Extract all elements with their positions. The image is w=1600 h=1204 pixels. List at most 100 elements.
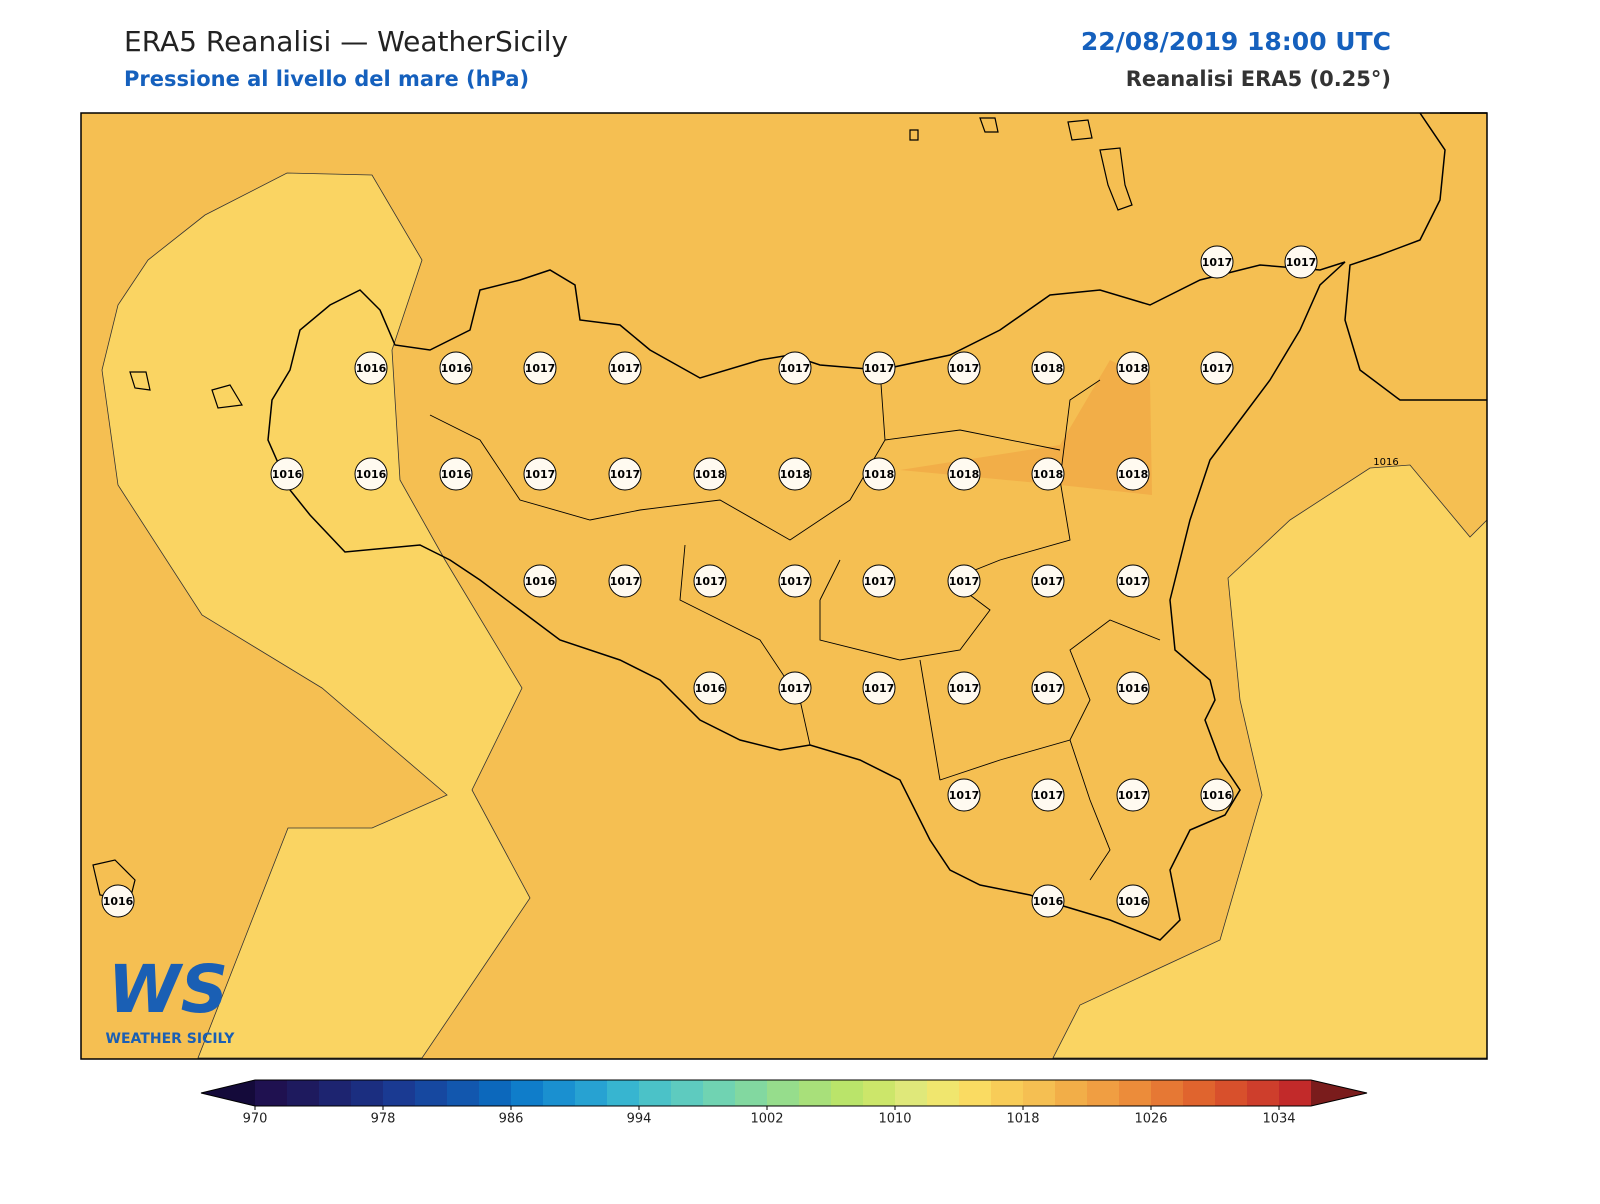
station-marker: [1031, 457, 1065, 491]
station-value: 1017: [1033, 575, 1064, 588]
station-marker: [1116, 564, 1150, 598]
station-marker: [1031, 351, 1065, 385]
station: 1017: [1116, 564, 1150, 598]
colorbar-tick-label: 1026: [1134, 1112, 1167, 1127]
colorbar-tick-label: 978: [371, 1112, 396, 1127]
colorbar-segment: [319, 1080, 352, 1106]
station-marker: [947, 778, 981, 812]
colorbar-segment: [895, 1080, 928, 1106]
colorbar-segment: [735, 1080, 768, 1106]
low-pressure-area: [101, 172, 531, 1059]
station: 1017: [947, 671, 981, 705]
station-value: 1017: [1033, 789, 1064, 802]
map: 1016 WS WEATHER SICILY 1017 1017 1016 1016 1…: [80, 112, 1488, 1060]
colorbar-segment: [767, 1080, 800, 1106]
station-marker: [608, 457, 642, 491]
station-marker: [101, 884, 135, 918]
colorbar-tick-label: 994: [627, 1112, 652, 1127]
colorbar-segment: [1247, 1080, 1280, 1106]
station-value: 1018: [949, 468, 980, 481]
station: 1017: [778, 564, 812, 598]
colorbar-tick-label: 1018: [1006, 1112, 1039, 1127]
station-marker: [1031, 778, 1065, 812]
station: 1018: [947, 457, 981, 491]
station-marker: [354, 457, 388, 491]
station: 1016: [523, 564, 557, 598]
station-value: 1017: [949, 575, 980, 588]
station-value: 1017: [864, 362, 895, 375]
station-marker: [439, 351, 473, 385]
station: 1018: [862, 457, 896, 491]
station: 1016: [1116, 671, 1150, 705]
station-value: 1016: [1118, 895, 1149, 908]
colorbar-segment: [703, 1080, 736, 1106]
station-marker: [1116, 457, 1150, 491]
date: 22/08/2019 18:00 UTC: [1081, 27, 1391, 56]
colorbar-segment: [927, 1080, 960, 1106]
station: 1017: [1284, 245, 1318, 279]
colorbar-segment: [831, 1080, 864, 1106]
station: 1017: [862, 564, 896, 598]
colorbar-tick-label: 1010: [878, 1112, 911, 1127]
station-marker: [693, 457, 727, 491]
colorbar-tick-label: 1002: [750, 1112, 783, 1127]
station: 1017: [693, 564, 727, 598]
colorbar-segment: [479, 1080, 512, 1106]
station: 1016: [1200, 778, 1234, 812]
station-value: 1017: [1118, 789, 1149, 802]
station-marker: [523, 351, 557, 385]
colorbar-segment: [255, 1080, 288, 1106]
station: 1017: [523, 457, 557, 491]
station: 1017: [947, 778, 981, 812]
station-value: 1016: [1202, 789, 1233, 802]
station-marker: [1116, 884, 1150, 918]
station: 1017: [1031, 671, 1065, 705]
station-marker: [270, 457, 304, 491]
station: 1017: [1200, 245, 1234, 279]
coastline: [267, 261, 1346, 941]
station: 1016: [1116, 884, 1150, 918]
station: 1017: [947, 564, 981, 598]
colorbar-segment: [287, 1080, 320, 1106]
station: 1018: [1116, 457, 1150, 491]
station-value: 1017: [610, 575, 641, 588]
islands: [92, 117, 1133, 901]
colorbar-tick-label: 986: [499, 1112, 524, 1127]
colorbar-segment: [607, 1080, 640, 1106]
station-value: 1018: [1118, 468, 1149, 481]
station-marker: [778, 457, 812, 491]
colorbar-segment: [351, 1080, 384, 1106]
colorbar-segment: [543, 1080, 576, 1106]
colorbar-segment: [1119, 1080, 1152, 1106]
station: 1017: [523, 351, 557, 385]
station: 1017: [608, 351, 642, 385]
station-value: 1016: [441, 468, 472, 481]
station: 1017: [862, 351, 896, 385]
colorbar-segment: [671, 1080, 704, 1106]
station: 1018: [1031, 351, 1065, 385]
station-value: 1016: [525, 575, 556, 588]
station: 1016: [354, 351, 388, 385]
station-value: 1017: [1286, 256, 1317, 269]
station: 1016: [101, 884, 135, 918]
colorbar-under: [201, 1080, 255, 1106]
station-marker: [693, 671, 727, 705]
station-value: 1017: [949, 789, 980, 802]
station: 1016: [693, 671, 727, 705]
station-marker: [1116, 671, 1150, 705]
colorbar-segment: [1151, 1080, 1184, 1106]
station-value: 1017: [949, 362, 980, 375]
station-value: 1017: [525, 468, 556, 481]
colorbar-tick-label: 970: [243, 1112, 268, 1127]
title: ERA5 Reanalisi — WeatherSicily: [124, 25, 568, 58]
station-marker: [778, 564, 812, 598]
station-marker: [523, 564, 557, 598]
station-marker: [608, 351, 642, 385]
colorbar-segment: [991, 1080, 1024, 1106]
station-value: 1016: [695, 682, 726, 695]
station-value: 1018: [1033, 468, 1064, 481]
colorbar-segment: [511, 1080, 544, 1106]
station-value: 1018: [1033, 362, 1064, 375]
station-marker: [1200, 245, 1234, 279]
